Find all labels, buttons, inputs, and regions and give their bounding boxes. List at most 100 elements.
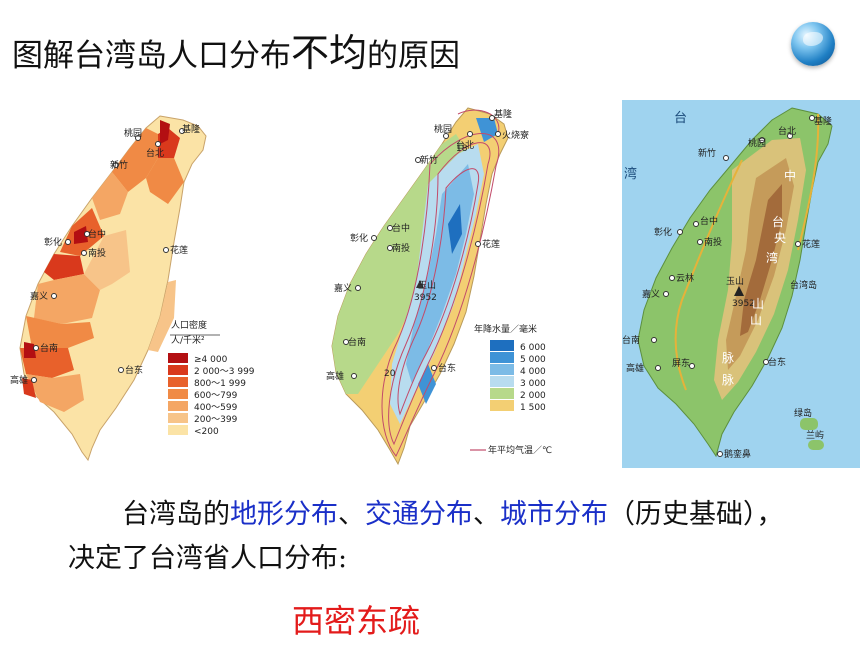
city-label: 南投 [88, 247, 106, 259]
city-label: 高雄 [10, 374, 28, 386]
legend-swatch [490, 352, 514, 363]
city-label: 台南 [622, 334, 640, 346]
legend-swatch [168, 365, 188, 375]
railway-line [797, 113, 820, 251]
city-label: 台南 [348, 336, 366, 348]
body-segment: 台湾岛的 [122, 499, 230, 530]
city-label: 彰化 [44, 236, 62, 248]
city-label: 彰化 [350, 232, 368, 244]
legend-swatch [168, 401, 188, 411]
city-label: 基隆 [182, 123, 200, 135]
range-label: 山 [750, 313, 762, 327]
city-label: 基隆 [494, 108, 512, 120]
city-label: 台中 [88, 228, 106, 240]
city-markers [31, 128, 185, 383]
mountain-label: 脉 [722, 350, 734, 365]
legend-swatch [168, 425, 188, 435]
legend-swatch [168, 353, 188, 363]
city-label: 火烧寮 [502, 129, 529, 141]
city-label: 彰化 [654, 226, 672, 238]
islet [808, 440, 824, 450]
title-part-1: 图解台湾岛人口分布 [12, 38, 291, 74]
peak-height: 3952 [414, 293, 437, 303]
city-label: 玉山 [418, 280, 436, 291]
city-label: 兰屿 [806, 429, 824, 441]
body-segment: （历史基础），决定了台湾省人口分布: [68, 499, 784, 574]
legend-label: 400～599 [194, 403, 238, 413]
population-density-map: 基隆 桃园 台北 新竹 台中 彰化 南投 花莲 嘉义 台南 高雄 台东 人口密度… [8, 112, 270, 467]
sea-label: 湾 [624, 166, 637, 182]
legend-swatch [490, 400, 514, 411]
peak-marker [734, 286, 744, 296]
city-label: 云林 [676, 272, 694, 284]
legend-unit: 人/千米² [171, 334, 205, 346]
highlight-cities: 城市分布 [500, 499, 608, 530]
city-label: 基隆 [814, 115, 832, 127]
legend-label: 1 500 [520, 403, 546, 413]
city-label: 绿岛 [794, 407, 812, 419]
city-label: 鹅銮鼻 [724, 448, 751, 460]
precipitation-legend: 年降水量／毫米 6 000 5 000 4 000 3 000 2 000 1 … [470, 323, 552, 456]
legend-label: 2 000～3 999 [194, 367, 255, 377]
conclusion-text: 西密东疏 [292, 602, 421, 640]
city-label: 高雄 [626, 362, 644, 374]
peak-height: 3952 [732, 299, 755, 309]
city-label: 玉山 [726, 276, 744, 287]
city-label: 台南 [40, 342, 58, 354]
legend-label: 5 000 [520, 355, 546, 365]
legend-label: 800～1 999 [194, 379, 246, 389]
terrain-map: 台 湾 基隆 桃园 台北 新竹 台中 彰化 南投 花莲 云林 嘉义 台南 高雄 … [622, 100, 860, 468]
city-label: 台东 [125, 364, 143, 376]
legend-swatch [168, 413, 188, 423]
city-label: 桃园 [434, 123, 452, 135]
range-label: 中 [784, 168, 796, 183]
city-label: 台北 [456, 139, 474, 151]
city-label: 花莲 [482, 238, 500, 250]
body-separator: 、 [473, 499, 500, 530]
sea-label: 台 [674, 111, 687, 126]
city-label: 新竹 [110, 159, 128, 171]
legend-label: ≥4 000 [194, 355, 228, 365]
title-part-3: 的原因 [367, 38, 461, 74]
body-separator: 、 [338, 499, 365, 530]
city-markers [343, 115, 501, 379]
legend-swatch [490, 388, 514, 399]
city-label: 南投 [392, 242, 410, 254]
city-label: 台东 [438, 362, 456, 374]
city-label: 台东 [768, 356, 786, 368]
city-label: 花莲 [802, 238, 820, 250]
city-label: 台北 [778, 125, 796, 137]
legend-swatch [168, 389, 188, 399]
peak-marker [416, 280, 424, 288]
city-label: 新竹 [420, 154, 438, 166]
legend-label: 3 000 [520, 379, 546, 389]
city-label: 嘉义 [642, 288, 660, 300]
isotherm-label: 18 [456, 144, 468, 154]
legend-swatch [490, 340, 514, 351]
highlight-terrain: 地形分布 [230, 499, 338, 530]
legend-label: 200～399 [194, 415, 238, 425]
city-label: 嘉义 [334, 282, 352, 294]
city-label: 新竹 [698, 147, 716, 159]
city-label: 高雄 [326, 370, 344, 382]
mountain-label: 台 [772, 214, 784, 229]
legend-label: 4 000 [520, 367, 546, 377]
railway-line [674, 159, 743, 391]
city-label: 桃园 [748, 137, 766, 149]
island-label: 台湾岛 [790, 279, 817, 291]
legend-line-label: 年平均气温／℃ [488, 444, 552, 456]
range-label: 脉 [722, 372, 734, 387]
legend-swatch [168, 377, 188, 387]
city-label: 桃园 [124, 127, 142, 139]
city-label: 台中 [700, 215, 718, 227]
legend-label: <200 [194, 427, 219, 437]
mountain-label: 山 [752, 297, 764, 311]
city-label: 屏东 [672, 357, 690, 369]
island-shape [19, 115, 207, 462]
title-part-2: 不均 [291, 31, 368, 75]
city-label: 南投 [704, 236, 722, 248]
legend-swatch [490, 364, 514, 375]
mountain-label: 湾 [766, 250, 778, 265]
city-label: 台中 [392, 222, 410, 234]
legend-title: 人口密度 [171, 319, 207, 331]
